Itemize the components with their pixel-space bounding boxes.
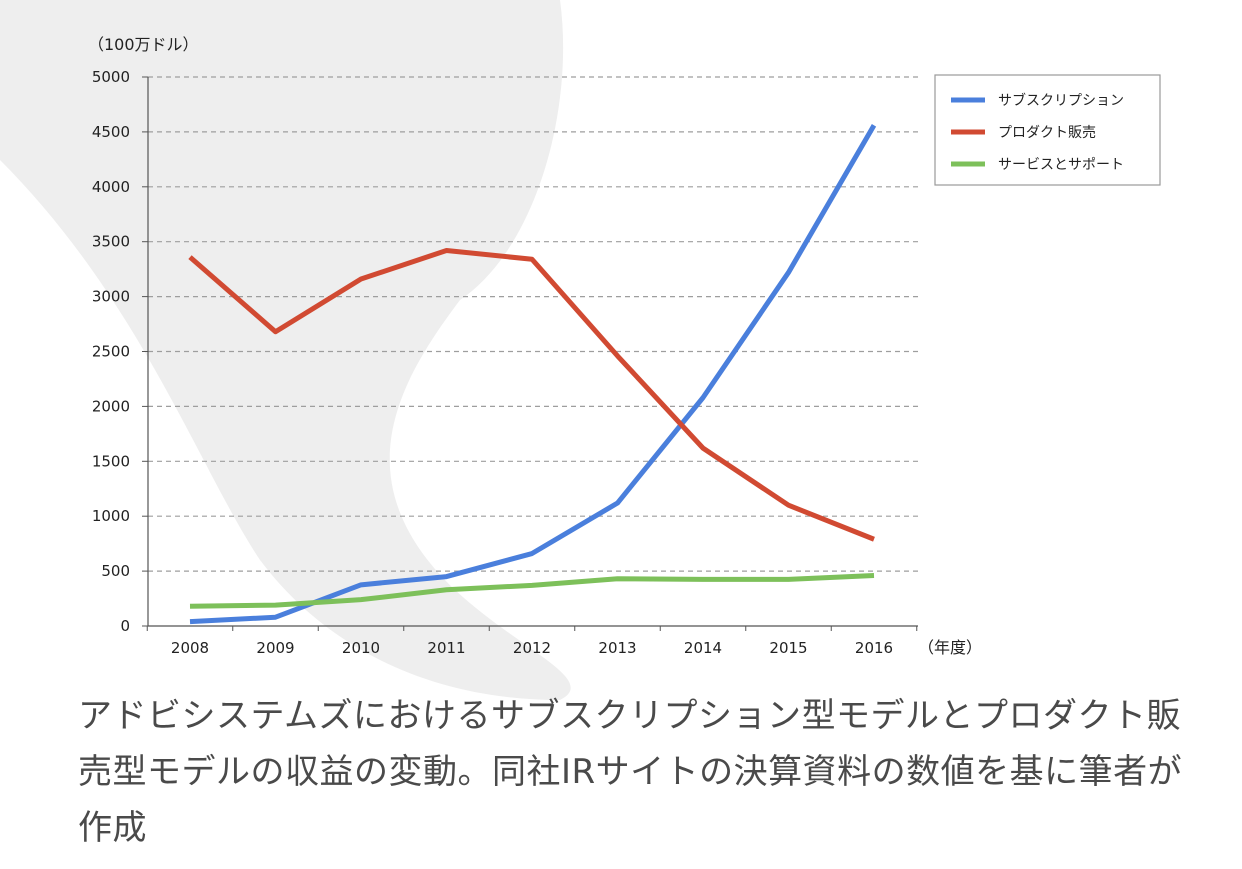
y-tick-label: 4500	[92, 123, 130, 141]
y-axis-unit-label: （100万ドル）	[88, 35, 199, 54]
x-tick-label: 2010	[342, 639, 380, 657]
x-tick-label: 2012	[513, 639, 551, 657]
y-tick-label: 5000	[92, 68, 130, 86]
y-tick-label: 3000	[92, 288, 130, 306]
y-tick-label: 3500	[92, 233, 130, 251]
legend-label: サブスクリプション	[998, 92, 1124, 109]
legend-label: サービスとサポート	[998, 157, 1124, 173]
line-chart: （100万ドル） 0 500 1000 1500 2000 2500 3000 3500 400…	[88, 35, 1161, 657]
x-tick-label: 2014	[684, 639, 722, 657]
x-axis-unit-label: （年度）	[918, 638, 982, 657]
series-line-1	[189, 124, 877, 625]
y-tick-label: 0	[120, 617, 130, 635]
x-tick-labels: 2008 2009 2010 2011 2012 2013 2014 2015 2016	[171, 639, 893, 657]
y-tick-label: 2500	[92, 343, 130, 361]
x-tick-label: 2008	[171, 639, 209, 657]
x-tick-label: 2015	[769, 639, 807, 657]
y-tick-label: 500	[101, 562, 130, 580]
y-tick-label: 1000	[92, 507, 130, 525]
y-tick-labels: 0 500 1000 1500 2000 2500 3000 3500 4000 4500 5000	[92, 68, 130, 635]
y-tick-label: 4000	[92, 178, 130, 196]
series-lines	[188, 124, 877, 625]
x-tick-label: 2013	[598, 639, 636, 657]
axes	[142, 76, 918, 631]
legend-label: プロダクト販売	[998, 125, 1096, 141]
series-line-3	[189, 572, 875, 609]
x-tick-label: 2016	[855, 639, 893, 657]
x-tick-label: 2009	[256, 639, 294, 657]
gridlines	[148, 76, 918, 572]
y-tick-label: 1500	[92, 452, 130, 470]
y-tick-label: 2000	[92, 397, 130, 415]
figure-caption: アドビシステムズにおけるサブスクリプション型モデルとプロダクト販売型モデルの収益…	[78, 696, 1183, 848]
x-tick-label: 2011	[427, 639, 465, 657]
